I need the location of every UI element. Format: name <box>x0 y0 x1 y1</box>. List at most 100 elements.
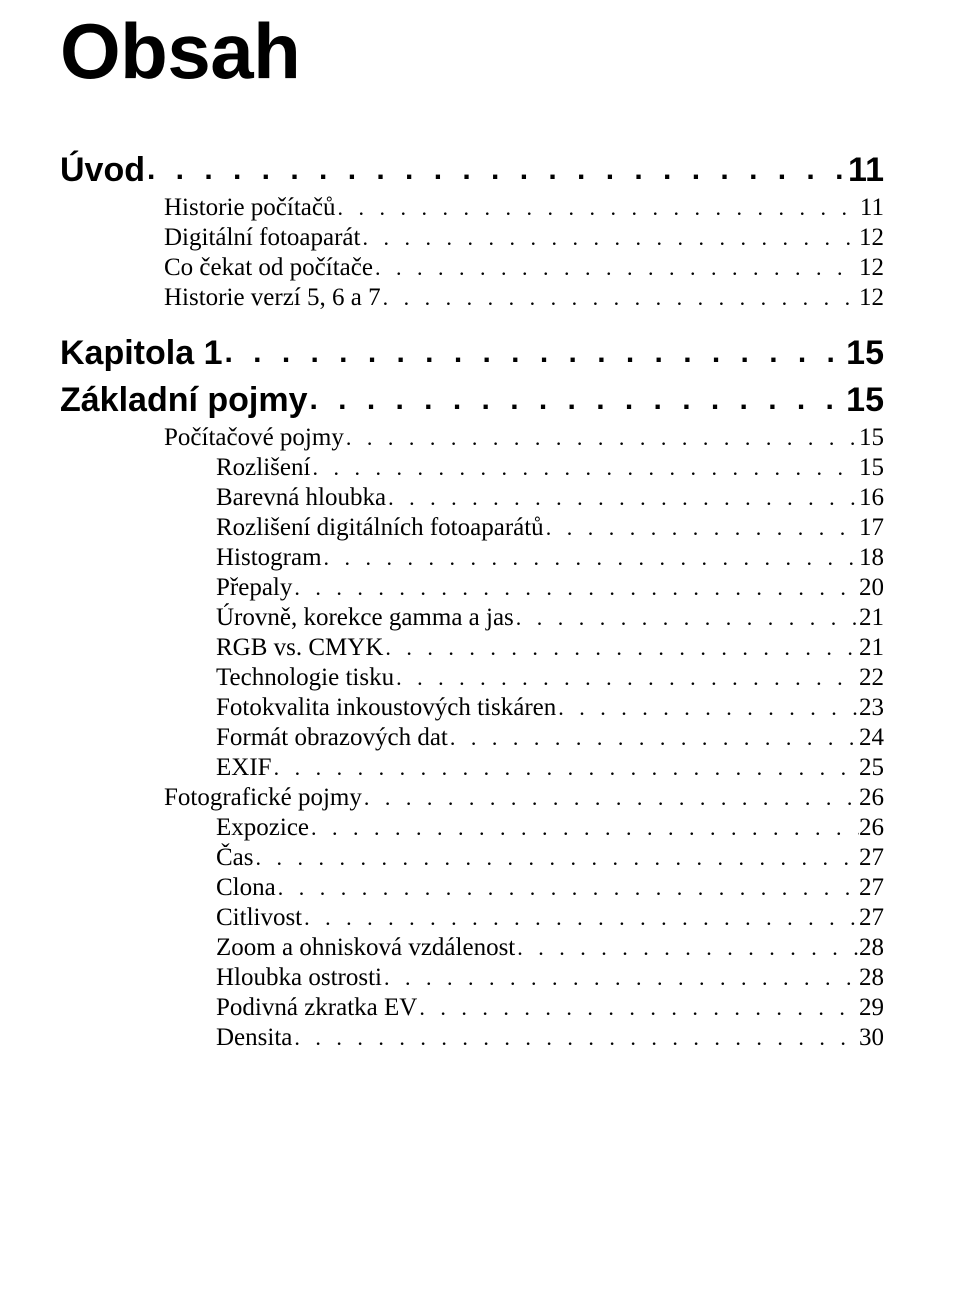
toc-entry-page: 28 <box>859 964 884 992</box>
page-title: Obsah <box>60 6 900 97</box>
toc-entry-label: Digitální fotoaparát <box>164 224 360 252</box>
toc-entry: Formát obrazových dat . . . . . . . . . … <box>216 724 884 752</box>
toc-leader-dots: . . . . . . . . . . . . . . . . . . . . … <box>308 383 847 417</box>
toc-entry-label: Historie verzí 5, 6 a 7 <box>164 284 381 312</box>
toc-entry-page: 25 <box>859 754 884 782</box>
toc-leader-dots: . . . . . . . . . . . . . . . . . . . . … <box>254 845 860 871</box>
toc-leader-dots: . . . . . . . . . . . . . . . . . . . . … <box>292 1025 859 1051</box>
toc-entry-label: Expozice <box>216 814 309 842</box>
toc-leader-dots: . . . . . . . . . . . . . . . . . . . . … <box>386 485 859 511</box>
toc-entry-page: 26 <box>859 814 884 842</box>
toc-leader-dots: . . . . . . . . . . . . . . . . . . . . … <box>448 725 859 751</box>
toc-entry: Histogram . . . . . . . . . . . . . . . … <box>216 544 884 572</box>
toc-entry-page: 21 <box>859 634 884 662</box>
toc-entry: Co čekat od počítače . . . . . . . . . .… <box>164 254 884 282</box>
toc-entry-label: EXIF <box>216 754 272 782</box>
toc-entry: RGB vs. CMYK . . . . . . . . . . . . . .… <box>216 634 884 662</box>
toc-entry-label: Kapitola 1 <box>60 334 222 373</box>
toc-entry: Úrovně, korekce gamma a jas . . . . . . … <box>216 604 884 632</box>
toc-entry: Fotografické pojmy . . . . . . . . . . .… <box>164 784 884 812</box>
toc-entry-label: Úvod <box>60 151 145 190</box>
toc-entry-page: 16 <box>859 484 884 512</box>
toc-entry: Kapitola 1 . . . . . . . . . . . . . . .… <box>60 334 884 373</box>
toc-leader-dots: . . . . . . . . . . . . . . . . . . . . … <box>272 755 859 781</box>
toc-entry: Počítačové pojmy . . . . . . . . . . . .… <box>164 424 884 452</box>
toc-entry: Rozlišení digitálních fotoaparátů . . . … <box>216 514 884 542</box>
toc-entry-page: 12 <box>859 254 884 282</box>
toc-leader-dots: . . . . . . . . . . . . . . . . . . . . … <box>344 425 859 451</box>
toc-entry-page: 30 <box>859 1024 884 1052</box>
toc-entry: Úvod . . . . . . . . . . . . . . . . . .… <box>60 151 884 190</box>
toc-leader-dots: . . . . . . . . . . . . . . . . . . . . … <box>362 785 859 811</box>
toc-entry-label: Základní pojmy <box>60 381 308 420</box>
toc-entry-page: 27 <box>859 844 884 872</box>
toc-entry-page: 23 <box>859 694 884 722</box>
toc-entry-label: Fotokvalita inkoustových tiskáren <box>216 694 556 722</box>
toc-entry-label: Co čekat od počítače <box>164 254 373 282</box>
toc-entry: Fotokvalita inkoustových tiskáren . . . … <box>216 694 884 722</box>
toc-entry-page: 26 <box>859 784 884 812</box>
toc-leader-dots: . . . . . . . . . . . . . . . . . . . . … <box>556 695 859 721</box>
toc-entry-label: Fotografické pojmy <box>164 784 362 812</box>
toc-leader-dots: . . . . . . . . . . . . . . . . . . . . … <box>309 815 859 841</box>
toc-entry-page: 29 <box>859 994 884 1022</box>
toc-entry: Rozlišení . . . . . . . . . . . . . . . … <box>216 454 884 482</box>
toc-entry: Citlivost . . . . . . . . . . . . . . . … <box>216 904 884 932</box>
toc-entry-label: Historie počítačů <box>164 194 335 222</box>
toc-leader-dots: . . . . . . . . . . . . . . . . . . . . … <box>322 545 859 571</box>
toc-entry: Zoom a ohnisková vzdálenost . . . . . . … <box>216 934 884 962</box>
toc-entry-label: Citlivost <box>216 904 302 932</box>
toc-leader-dots: . . . . . . . . . . . . . . . . . . . . … <box>514 605 859 631</box>
toc-entry: Barevná hloubka . . . . . . . . . . . . … <box>216 484 884 512</box>
toc-leader-dots: . . . . . . . . . . . . . . . . . . . . … <box>515 935 859 961</box>
toc-entry-page: 15 <box>846 334 884 373</box>
toc-entry-label: Podivná zkratka EV <box>216 994 417 1022</box>
toc-entry-page: 20 <box>859 574 884 602</box>
toc-entry-page: 17 <box>859 514 884 542</box>
toc-entry-label: Čas <box>216 844 254 872</box>
toc-entry-page: 27 <box>859 904 884 932</box>
toc-entry-page: 15 <box>846 381 884 420</box>
toc-entry: Přepaly . . . . . . . . . . . . . . . . … <box>216 574 884 602</box>
toc-entry: Densita . . . . . . . . . . . . . . . . … <box>216 1024 884 1052</box>
toc-entry-page: 18 <box>859 544 884 572</box>
toc-leader-dots: . . . . . . . . . . . . . . . . . . . . … <box>302 905 859 931</box>
toc-entry-page: 15 <box>859 454 884 482</box>
toc-entry: Podivná zkratka EV . . . . . . . . . . .… <box>216 994 884 1022</box>
toc-entry-label: Počítačové pojmy <box>164 424 344 452</box>
toc-entry-label: Clona <box>216 874 276 902</box>
toc-leader-dots: . . . . . . . . . . . . . . . . . . . . … <box>382 965 859 991</box>
toc-leader-dots: . . . . . . . . . . . . . . . . . . . . … <box>276 875 859 901</box>
toc-leader-dots: . . . . . . . . . . . . . . . . . . . . … <box>292 575 859 601</box>
toc-leader-dots: . . . . . . . . . . . . . . . . . . . . … <box>381 285 859 311</box>
toc-leader-dots: . . . . . . . . . . . . . . . . . . . . … <box>394 665 859 691</box>
toc-entry-page: 24 <box>859 724 884 752</box>
toc-leader-dots: . . . . . . . . . . . . . . . . . . . . … <box>145 153 848 187</box>
toc-entry-page: 21 <box>859 604 884 632</box>
toc-entry: Technologie tisku . . . . . . . . . . . … <box>216 664 884 692</box>
toc-entry-label: Densita <box>216 1024 292 1052</box>
toc-entry-label: Barevná hloubka <box>216 484 386 512</box>
toc-entry-page: 12 <box>859 224 884 252</box>
toc-entry-label: Technologie tisku <box>216 664 394 692</box>
toc-leader-dots: . . . . . . . . . . . . . . . . . . . . … <box>335 195 859 221</box>
toc-entry-page: 22 <box>859 664 884 692</box>
toc-entry-page: 11 <box>848 151 884 190</box>
toc-entry-label: Rozlišení digitálních fotoaparátů <box>216 514 544 542</box>
toc-entry-label: Formát obrazových dat <box>216 724 448 752</box>
toc-entry-label: Hloubka ostrosti <box>216 964 382 992</box>
toc-entry: Expozice . . . . . . . . . . . . . . . .… <box>216 814 884 842</box>
toc-entry-label: Zoom a ohnisková vzdálenost <box>216 934 515 962</box>
toc-entry-label: Histogram <box>216 544 322 572</box>
toc-entry: Historie počítačů . . . . . . . . . . . … <box>164 194 884 222</box>
toc-entry-page: 28 <box>859 934 884 962</box>
toc-entry-label: Přepaly <box>216 574 292 602</box>
toc-leader-dots: . . . . . . . . . . . . . . . . . . . . … <box>222 336 846 370</box>
toc-leader-dots: . . . . . . . . . . . . . . . . . . . . … <box>310 455 859 481</box>
toc-entry-label: Rozlišení <box>216 454 310 482</box>
toc-leader-dots: . . . . . . . . . . . . . . . . . . . . … <box>417 995 859 1021</box>
toc-entry: Základní pojmy . . . . . . . . . . . . .… <box>60 381 884 420</box>
toc-entry-label: RGB vs. CMYK <box>216 634 383 662</box>
toc-entry: Čas . . . . . . . . . . . . . . . . . . … <box>216 844 884 872</box>
toc-entry: Digitální fotoaparát . . . . . . . . . .… <box>164 224 884 252</box>
